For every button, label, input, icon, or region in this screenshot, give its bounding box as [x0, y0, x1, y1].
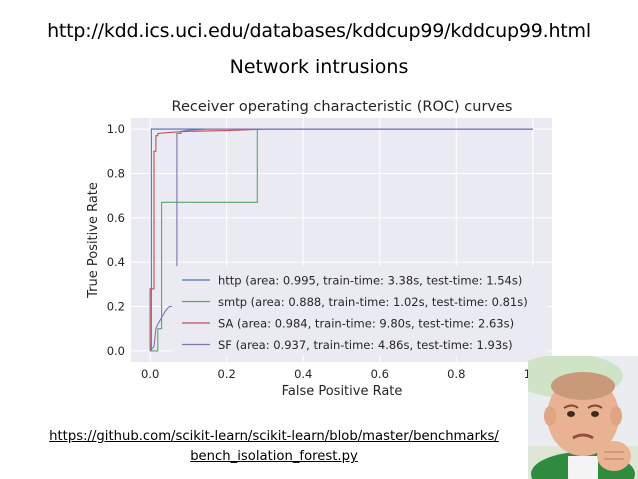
y-axis-label: True Positive Rate — [86, 182, 101, 299]
y-tick-label: 0.6 — [107, 211, 125, 225]
success-kid-photo — [528, 356, 638, 479]
x-axis-label: False Positive Rate — [282, 384, 403, 399]
y-tick-label: 0.2 — [107, 300, 125, 314]
source-code-link-line2[interactable]: bench_isolation_forest.py — [190, 449, 358, 464]
chart-legend: http (area: 0.995, train-time: 3.38s, te… — [172, 266, 547, 356]
source-code-link-line1[interactable]: https://github.com/scikit-learn/scikit-l… — [49, 429, 499, 444]
legend-entry-label: smtp (area: 0.888, train-time: 1.02s, te… — [218, 295, 528, 309]
legend-box — [172, 266, 547, 356]
chart-title: Receiver operating characteristic (ROC) … — [172, 99, 513, 115]
x-tick-label: 0.6 — [371, 367, 389, 381]
y-tick-label: 1.0 — [107, 122, 125, 136]
roc-series-line-sa — [149, 128, 533, 351]
legend-entry-label: http (area: 0.995, train-time: 3.38s, te… — [218, 274, 522, 288]
legend-entry-label: SF (area: 0.937, train-time: 4.86s, test… — [218, 338, 513, 352]
roc-series-line-smtp — [150, 128, 533, 352]
source-code-link[interactable]: https://github.com/scikit-learn/scikit-l… — [38, 427, 510, 467]
legend-entry-label: SA (area: 0.984, train-time: 9.80s, test… — [218, 317, 514, 331]
slide-subtitle: Network intrusions — [229, 56, 409, 78]
x-tick-label: 0.0 — [141, 367, 159, 381]
x-tick-label: 0.4 — [294, 367, 312, 381]
y-tick-label: 0.4 — [107, 255, 125, 269]
x-tick-label: 0.8 — [447, 367, 465, 381]
y-tick-label: 0.8 — [107, 166, 125, 180]
slide-url-text: http://kdd.ics.uci.edu/databases/kddcup9… — [47, 20, 591, 42]
x-tick-label: 0.2 — [218, 367, 236, 381]
y-tick-label: 0.0 — [107, 344, 125, 358]
